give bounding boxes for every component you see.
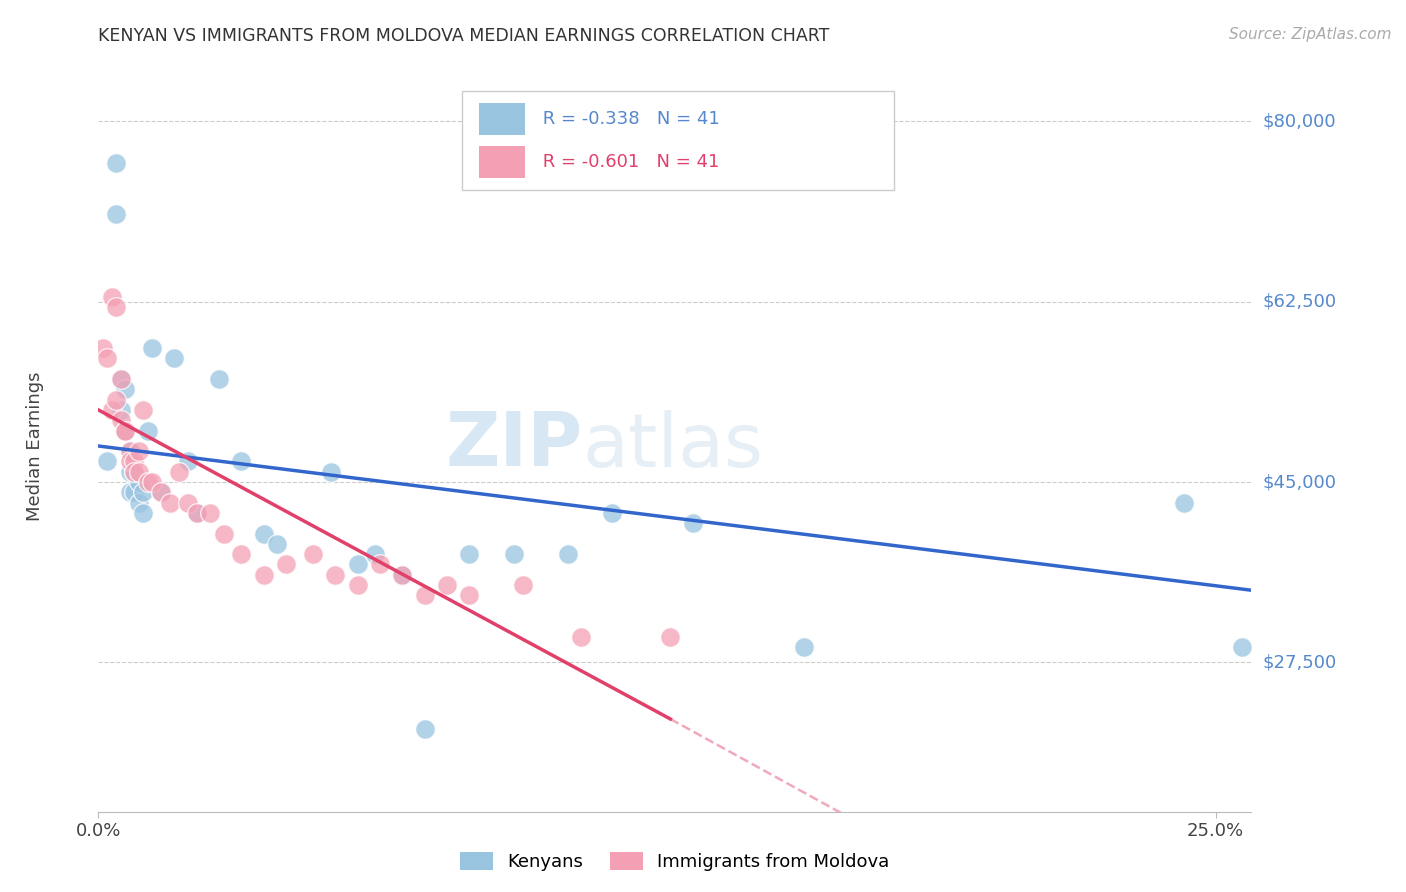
Point bbox=[91, 341, 114, 355]
Point bbox=[105, 155, 128, 169]
Point bbox=[602, 506, 624, 520]
Point bbox=[569, 630, 592, 644]
Point bbox=[167, 465, 190, 479]
Point bbox=[122, 465, 145, 479]
Point bbox=[118, 465, 141, 479]
Text: $27,500: $27,500 bbox=[1263, 653, 1337, 672]
Point bbox=[177, 496, 200, 510]
Point bbox=[128, 475, 150, 489]
Point bbox=[128, 496, 150, 510]
Point bbox=[122, 465, 145, 479]
Point bbox=[503, 547, 526, 561]
Point bbox=[132, 485, 155, 500]
Point bbox=[212, 526, 235, 541]
Point bbox=[101, 403, 124, 417]
Point bbox=[557, 547, 579, 561]
Text: Median Earnings: Median Earnings bbox=[25, 371, 44, 521]
Point bbox=[128, 465, 150, 479]
Point bbox=[136, 475, 159, 489]
Point bbox=[114, 424, 136, 438]
Point bbox=[186, 506, 208, 520]
Point bbox=[101, 290, 124, 304]
Point bbox=[149, 485, 172, 500]
Point bbox=[266, 537, 288, 551]
Point bbox=[198, 506, 221, 520]
Point bbox=[413, 723, 436, 737]
Point bbox=[114, 382, 136, 396]
Point bbox=[512, 578, 534, 592]
Point bbox=[1232, 640, 1254, 654]
Point bbox=[186, 506, 208, 520]
Point bbox=[141, 475, 163, 489]
Point bbox=[253, 567, 276, 582]
Point bbox=[346, 578, 368, 592]
Point bbox=[122, 454, 145, 468]
Text: atlas: atlas bbox=[582, 409, 763, 483]
Point bbox=[118, 444, 141, 458]
Point bbox=[346, 558, 368, 572]
Point bbox=[132, 506, 155, 520]
Point bbox=[231, 454, 253, 468]
Point bbox=[110, 413, 132, 427]
Point bbox=[274, 558, 297, 572]
Point bbox=[118, 454, 141, 468]
Point bbox=[682, 516, 704, 531]
Point bbox=[141, 341, 163, 355]
Point bbox=[128, 444, 150, 458]
Text: $62,500: $62,500 bbox=[1263, 293, 1337, 310]
Point bbox=[1173, 496, 1195, 510]
Point bbox=[122, 485, 145, 500]
Point bbox=[659, 630, 682, 644]
Point bbox=[163, 351, 186, 366]
Point bbox=[436, 578, 458, 592]
Legend: Kenyans, Immigrants from Moldova: Kenyans, Immigrants from Moldova bbox=[453, 845, 897, 879]
Text: R = -0.601   N = 41: R = -0.601 N = 41 bbox=[537, 153, 718, 171]
Point bbox=[105, 207, 128, 221]
Text: ZIP: ZIP bbox=[446, 409, 582, 483]
Point bbox=[458, 547, 481, 561]
Point bbox=[208, 372, 231, 386]
Point bbox=[793, 640, 815, 654]
Point bbox=[96, 351, 118, 366]
Point bbox=[323, 567, 346, 582]
Point bbox=[105, 392, 128, 407]
Point bbox=[96, 454, 118, 468]
Point bbox=[110, 372, 132, 386]
Point bbox=[302, 547, 325, 561]
Point bbox=[105, 300, 128, 314]
Text: $45,000: $45,000 bbox=[1263, 473, 1337, 491]
Text: R = -0.338   N = 41: R = -0.338 N = 41 bbox=[537, 110, 720, 128]
Point bbox=[114, 424, 136, 438]
Text: Source: ZipAtlas.com: Source: ZipAtlas.com bbox=[1229, 27, 1392, 42]
Point bbox=[110, 372, 132, 386]
Point bbox=[136, 424, 159, 438]
FancyBboxPatch shape bbox=[461, 91, 894, 190]
Point bbox=[231, 547, 253, 561]
Text: $80,000: $80,000 bbox=[1263, 112, 1336, 130]
Point bbox=[149, 485, 172, 500]
Point bbox=[319, 465, 342, 479]
Point bbox=[114, 424, 136, 438]
Point bbox=[159, 496, 181, 510]
Point bbox=[368, 558, 391, 572]
Text: KENYAN VS IMMIGRANTS FROM MOLDOVA MEDIAN EARNINGS CORRELATION CHART: KENYAN VS IMMIGRANTS FROM MOLDOVA MEDIAN… bbox=[98, 27, 830, 45]
Point bbox=[413, 588, 436, 602]
FancyBboxPatch shape bbox=[479, 103, 524, 135]
Point bbox=[458, 588, 481, 602]
Point bbox=[118, 444, 141, 458]
Point bbox=[177, 454, 200, 468]
Point bbox=[110, 403, 132, 417]
Point bbox=[132, 403, 155, 417]
Point bbox=[364, 547, 387, 561]
Point bbox=[391, 567, 413, 582]
Point bbox=[118, 485, 141, 500]
Point bbox=[391, 567, 413, 582]
FancyBboxPatch shape bbox=[479, 146, 524, 178]
Point bbox=[253, 526, 276, 541]
